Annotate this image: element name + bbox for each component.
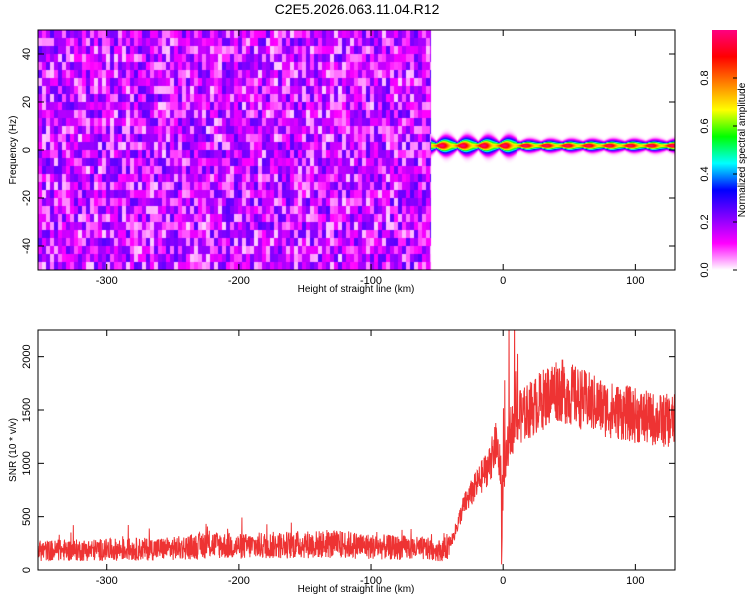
- snr-y-tick-label: 1000: [21, 451, 33, 475]
- colorbar-tick-label: 0.4: [699, 166, 711, 181]
- snr-y-label: SNR (10 * v/v): [8, 418, 19, 482]
- colorbar-tick-label: 0.2: [699, 214, 711, 229]
- spectrogram-x-tick-label: -300: [96, 275, 118, 287]
- colorbar-gradient: [712, 30, 737, 270]
- spectrogram-x-tick-label: 0: [500, 275, 506, 287]
- colorbar: 0.0 0.2 0.4 0.6 0.8 Normalized spectral ampl…: [699, 30, 748, 278]
- snr-y-tick-label: 0: [21, 567, 33, 573]
- spectrogram-y-tick-label: 0: [21, 147, 33, 153]
- snr-y-tick-label: 500: [21, 507, 33, 525]
- snr-x-tick-label: 100: [626, 575, 644, 587]
- spectrogram-y-label: Frequency (Hz): [8, 116, 19, 185]
- spectrogram-frame: [37, 29, 676, 271]
- spectrogram-x-tick-label: -200: [228, 275, 250, 287]
- spectrogram-y-tick-label: 20: [21, 96, 33, 108]
- colorbar-tick-label: 0.8: [699, 70, 711, 85]
- colorbar-ticks: 0.0 0.2 0.4 0.6 0.8: [699, 70, 737, 278]
- snr-frame: [37, 329, 676, 571]
- snr-y-tick-label: 2000: [21, 344, 33, 368]
- spectrogram-image: [38, 30, 675, 270]
- spectrogram-x-tick-label: -100: [360, 275, 382, 287]
- snr-x-tick-label: -300: [96, 575, 118, 587]
- spectrogram-x-tick-label: 100: [626, 275, 644, 287]
- snr-x-tick-label: -200: [228, 575, 250, 587]
- colorbar-label: Normalized spectral amplitude: [737, 82, 748, 217]
- snr-x-tick-label: -100: [360, 575, 382, 587]
- snr-x-label: Height of straight line (km): [298, 584, 415, 595]
- snr-series-line: [38, 330, 675, 565]
- snr-y-tick-label: 1500: [21, 398, 33, 422]
- colorbar-tick-label: 0.6: [699, 118, 711, 133]
- colorbar-tick-label: 0.0: [699, 262, 711, 277]
- spectrogram-x-label: Height of straight line (km): [298, 284, 415, 295]
- spectrogram-y-tick-label: -20: [21, 190, 33, 206]
- spectrogram-y-tick-label: 40: [21, 48, 33, 60]
- spectrogram-y-tick-label: -40: [21, 238, 33, 254]
- snr-x-tick-label: 0: [500, 575, 506, 587]
- chart-title: C2E5.2026.063.11.04.R12: [275, 1, 440, 17]
